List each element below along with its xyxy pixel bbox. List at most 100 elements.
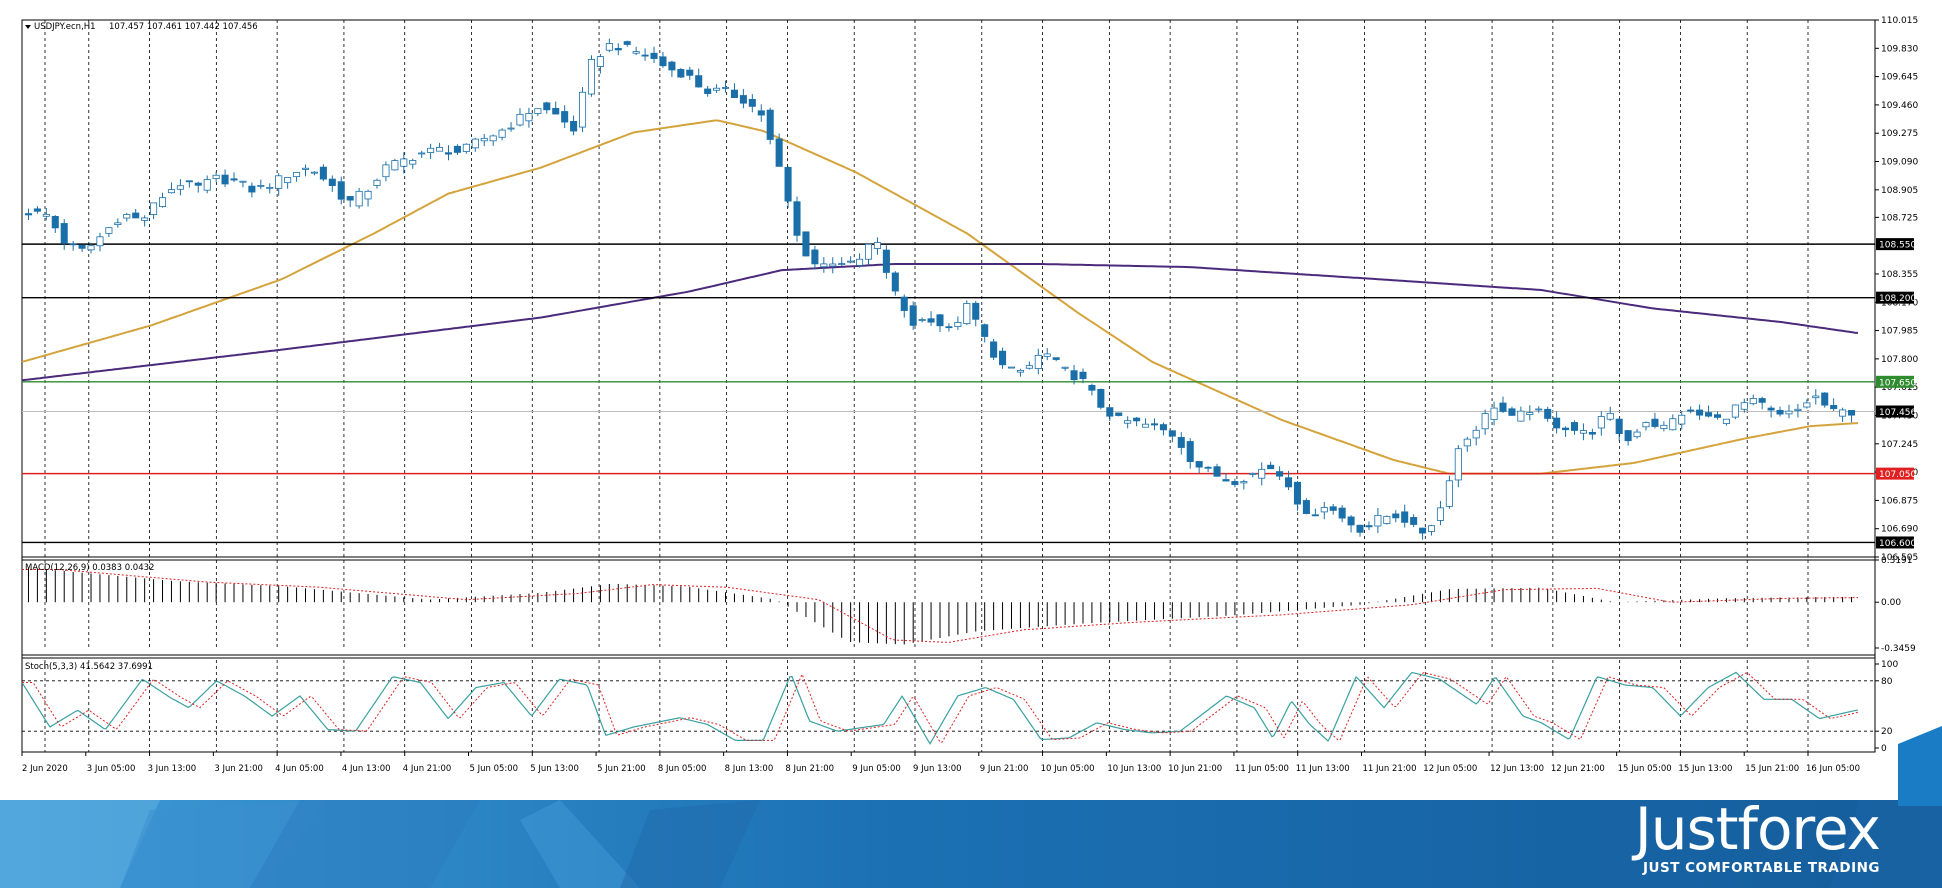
candle-body <box>114 222 122 225</box>
price-level-tag <box>1876 536 1914 549</box>
candle-body <box>185 180 193 183</box>
moving-average-line <box>21 119 1859 475</box>
candle-body <box>739 95 747 104</box>
candle-body <box>1535 408 1543 411</box>
candle-body <box>900 296 908 311</box>
candle-body <box>123 214 131 219</box>
candle-body <box>1660 424 1668 429</box>
candle-body <box>1177 437 1185 448</box>
candle-body <box>1213 466 1221 477</box>
candle-body <box>203 179 211 191</box>
candle-body <box>864 243 873 260</box>
candle-body <box>1016 370 1024 373</box>
plot-frame <box>21 19 1876 753</box>
candle-body <box>1124 420 1132 424</box>
candle-body <box>543 102 551 111</box>
candle-body <box>1276 471 1284 477</box>
candle-body <box>1115 412 1123 416</box>
candle-body <box>1642 422 1650 428</box>
candle-body <box>78 244 86 249</box>
candle-body <box>1329 506 1337 511</box>
time-axis-label: 4 Jun 05:00 <box>275 764 324 774</box>
candle-body <box>141 217 149 221</box>
time-axis-label: 9 Jun 21:00 <box>980 764 1029 774</box>
candle-body <box>927 318 935 323</box>
stoch-label: Stoch(5,3,3) 41.5642 37.6991 <box>25 662 153 672</box>
time-axis-label: 5 Jun 05:00 <box>470 764 519 774</box>
candle-body <box>1195 461 1203 468</box>
candle-body <box>489 135 497 142</box>
candle-body <box>1588 431 1596 435</box>
candle-body <box>1678 414 1686 425</box>
time-axis-label: 8 Jun 13:00 <box>725 764 774 774</box>
candle-body <box>239 180 247 183</box>
time-axis-label: 11 Jun 05:00 <box>1235 764 1289 774</box>
candle-body <box>1267 464 1275 470</box>
candle-body <box>1293 481 1301 505</box>
candle-body <box>981 324 989 337</box>
candle-body <box>1633 431 1641 438</box>
candle-body <box>587 58 596 95</box>
candle-body <box>507 127 515 130</box>
candle-body <box>1419 527 1427 534</box>
candle-body <box>1034 354 1042 370</box>
candle-body <box>266 186 274 189</box>
candle-body <box>820 263 828 268</box>
symbol-dropdown-icon <box>25 25 31 29</box>
candle-body <box>650 52 658 59</box>
candle-body <box>730 89 738 98</box>
price-axis-label: 106.875 <box>1881 496 1918 506</box>
candle-body <box>1687 409 1695 412</box>
candle-body <box>1651 418 1659 427</box>
candle-body <box>516 113 524 126</box>
candle-body <box>999 350 1007 366</box>
candle-body <box>1606 412 1614 420</box>
candle-body <box>847 260 855 263</box>
time-axis-label: 12 Jun 13:00 <box>1490 764 1544 774</box>
candle-body <box>284 177 292 184</box>
candle-body <box>1508 408 1516 416</box>
candle-body <box>561 111 569 123</box>
candle-body <box>1231 481 1239 485</box>
time-axis-label: 15 Jun 05:00 <box>1618 764 1672 774</box>
candle-body <box>1070 370 1078 381</box>
candle-body <box>1767 407 1775 411</box>
footer-background <box>0 800 1942 888</box>
candle-body <box>757 110 765 116</box>
stoch-axis-label: 80 <box>1881 677 1893 687</box>
candle-body <box>1106 407 1114 417</box>
candle-body <box>337 181 345 200</box>
candle-body <box>132 212 140 219</box>
candle-body <box>60 223 68 244</box>
candle-body <box>1490 407 1498 420</box>
candle-body <box>1562 427 1570 431</box>
candle-body <box>721 87 730 89</box>
candle-body <box>1436 507 1444 521</box>
stoch-d-line <box>22 672 1859 743</box>
candle-body <box>766 109 774 140</box>
candle-body <box>838 263 846 265</box>
candle-body <box>248 185 256 193</box>
candle-body <box>659 56 667 67</box>
candle-body <box>1830 405 1838 409</box>
time-axis-label: 4 Jun 13:00 <box>342 764 391 774</box>
time-axis-label: 10 Jun 05:00 <box>1041 764 1095 774</box>
brand-name: Justforex <box>1634 795 1881 863</box>
candle-body <box>1097 388 1105 408</box>
candle-body <box>623 41 631 45</box>
candle-body <box>364 190 372 200</box>
price-axis-label: 108.905 <box>1881 186 1918 196</box>
candle-body <box>310 171 318 174</box>
time-axis-label: 11 Jun 13:00 <box>1296 764 1350 774</box>
time-axis-label: 5 Jun 21:00 <box>597 764 646 774</box>
price-axis-label: 106.690 <box>1881 525 1918 535</box>
candle-body <box>1597 416 1605 429</box>
candle-body <box>293 172 301 178</box>
candle-body <box>1410 517 1418 525</box>
candle-body <box>176 185 184 190</box>
candle-body <box>793 201 801 236</box>
macd-label: MACD(12,26,9) 0.0383 0.0432 <box>25 563 154 573</box>
candle-body <box>480 137 488 142</box>
time-axis-label: 15 Jun 13:00 <box>1678 764 1732 774</box>
candle-body <box>1758 398 1766 403</box>
